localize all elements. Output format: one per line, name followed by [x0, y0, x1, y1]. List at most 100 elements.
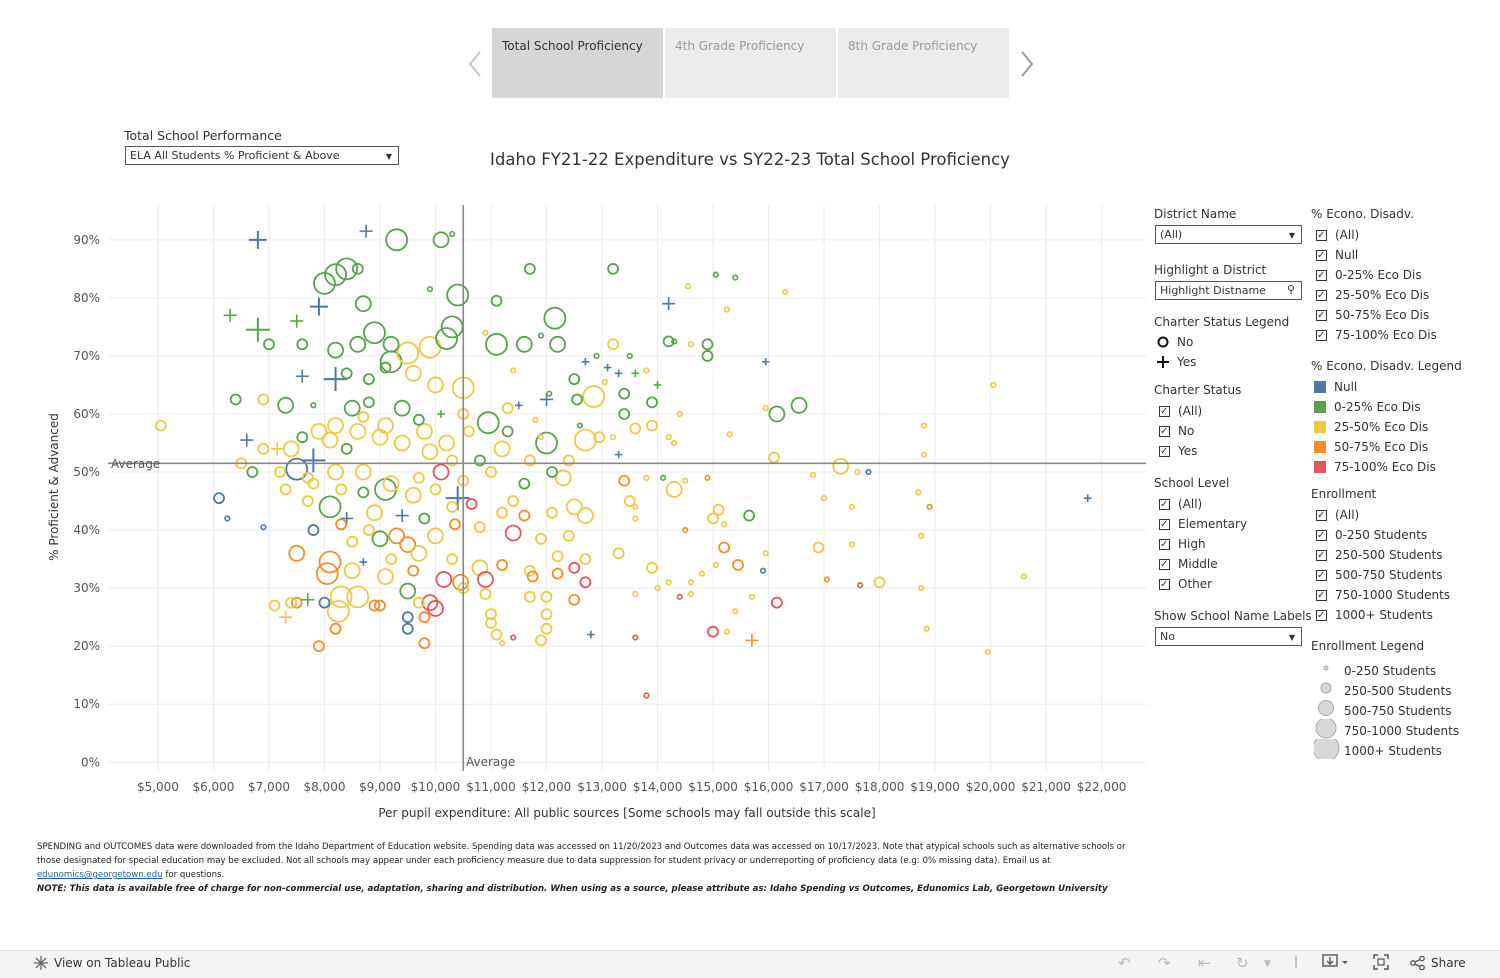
- school-point[interactable]: [526, 570, 539, 583]
- school-point[interactable]: [490, 628, 503, 641]
- school-point[interactable]: [382, 475, 400, 493]
- school-point[interactable]: [393, 434, 411, 452]
- school-point[interactable]: [707, 625, 719, 638]
- school-point[interactable]: [540, 622, 553, 635]
- school-point[interactable]: [307, 477, 320, 490]
- school-point[interactable]: [388, 527, 406, 545]
- school-point[interactable]: [432, 231, 450, 249]
- school-point[interactable]: [418, 637, 431, 650]
- school-point[interactable]: [465, 498, 478, 510]
- school-point[interactable]: [732, 274, 739, 281]
- school-point[interactable]: [701, 338, 714, 351]
- school-point[interactable]: [704, 474, 711, 481]
- checkbox-checked-icon[interactable]: [1316, 248, 1327, 264]
- school-point-charter[interactable]: [603, 363, 612, 372]
- school-point-charter[interactable]: [745, 633, 759, 647]
- school-point[interactable]: [335, 518, 348, 531]
- checkbox-checked-icon[interactable]: [1159, 537, 1170, 553]
- school-point[interactable]: [743, 509, 756, 522]
- school-point[interactable]: [535, 532, 547, 545]
- school-point[interactable]: [277, 396, 295, 414]
- school-point[interactable]: [421, 594, 439, 612]
- school-point[interactable]: [582, 385, 606, 408]
- school-point[interactable]: [154, 419, 167, 432]
- school-point[interactable]: [718, 541, 731, 554]
- school-point[interactable]: [362, 396, 375, 409]
- school-point[interactable]: [768, 405, 786, 423]
- school-point[interactable]: [363, 321, 386, 345]
- district-name-dropdown[interactable]: (All) ▼: [1155, 225, 1302, 244]
- school-point[interactable]: [393, 399, 411, 417]
- school-point[interactable]: [385, 228, 409, 252]
- school-point-charter[interactable]: [245, 317, 270, 342]
- school-point[interactable]: [809, 471, 817, 479]
- checkbox-checked-icon[interactable]: [1316, 528, 1327, 544]
- school-point[interactable]: [362, 373, 375, 386]
- school-point[interactable]: [576, 507, 594, 524]
- enrollment-filter-option[interactable]: 0-250 Students: [1316, 527, 1427, 544]
- school-point-charter[interactable]: [295, 369, 309, 383]
- school-point[interactable]: [351, 262, 364, 275]
- school-point[interactable]: [535, 431, 558, 455]
- school-point[interactable]: [984, 648, 991, 656]
- school-point[interactable]: [565, 498, 583, 516]
- school-point[interactable]: [410, 544, 428, 562]
- eco-filter-option[interactable]: Null: [1316, 247, 1358, 264]
- pause-dropdown-icon[interactable]: ▼: [1264, 959, 1271, 969]
- school-point-charter[interactable]: [240, 433, 254, 447]
- school-point-charter[interactable]: [395, 509, 409, 523]
- school-point[interactable]: [832, 457, 850, 475]
- eco-filter-option[interactable]: 75-100% Eco Dis: [1316, 327, 1437, 344]
- school-point[interactable]: [643, 367, 650, 374]
- school-point[interactable]: [593, 352, 600, 360]
- school-point[interactable]: [399, 536, 417, 554]
- school-point[interactable]: [493, 440, 511, 458]
- story-tab-8th-grade[interactable]: 8th Grade Proficiency: [838, 28, 1009, 98]
- school-point[interactable]: [399, 582, 417, 600]
- school-point[interactable]: [523, 454, 536, 467]
- school-point[interactable]: [357, 486, 370, 499]
- school-point[interactable]: [476, 411, 500, 435]
- school-point[interactable]: [723, 306, 731, 313]
- school-point-charter[interactable]: [614, 450, 623, 459]
- school-point[interactable]: [671, 439, 678, 447]
- school-point[interactable]: [546, 506, 558, 519]
- school-point[interactable]: [485, 332, 508, 356]
- refresh-icon[interactable]: ↻: [1236, 954, 1249, 972]
- school-point[interactable]: [920, 422, 928, 429]
- checkbox-checked-icon[interactable]: [1159, 404, 1170, 420]
- eco-filter-option[interactable]: 0-25% Eco Dis: [1316, 267, 1422, 284]
- school-point[interactable]: [412, 596, 425, 609]
- school-point[interactable]: [449, 230, 456, 238]
- school-point[interactable]: [762, 405, 769, 412]
- school-point[interactable]: [318, 495, 342, 519]
- school-point[interactable]: [823, 576, 830, 583]
- checkbox-checked-icon[interactable]: [1316, 268, 1327, 284]
- school-point[interactable]: [427, 600, 444, 617]
- enrollment-filter-option[interactable]: 500-750 Students: [1316, 567, 1442, 584]
- school-point[interactable]: [296, 431, 309, 444]
- school-point[interactable]: [759, 567, 767, 574]
- checkbox-checked-icon[interactable]: [1316, 568, 1327, 584]
- school-point[interactable]: [427, 376, 444, 394]
- school-point[interactable]: [540, 590, 553, 603]
- school-point[interactable]: [812, 541, 825, 554]
- school-point[interactable]: [496, 506, 509, 519]
- school-point[interactable]: [290, 596, 303, 609]
- school-point[interactable]: [246, 466, 259, 478]
- school-point[interactable]: [671, 338, 678, 345]
- school-point[interactable]: [327, 463, 344, 481]
- checkbox-checked-icon[interactable]: [1159, 517, 1170, 533]
- charter-status-option[interactable]: No: [1159, 423, 1194, 440]
- school-point[interactable]: [568, 373, 581, 386]
- school-point[interactable]: [279, 483, 292, 496]
- school-point-charter[interactable]: [223, 308, 237, 322]
- school-point[interactable]: [349, 335, 367, 353]
- checkbox-checked-icon[interactable]: [1316, 608, 1327, 624]
- school-point[interactable]: [659, 474, 667, 481]
- school-point[interactable]: [510, 634, 517, 641]
- school-point[interactable]: [482, 329, 489, 336]
- enrollment-filter-option[interactable]: 1000+ Students: [1316, 607, 1433, 624]
- school-point-charter[interactable]: [540, 392, 554, 406]
- school-point[interactable]: [698, 570, 706, 577]
